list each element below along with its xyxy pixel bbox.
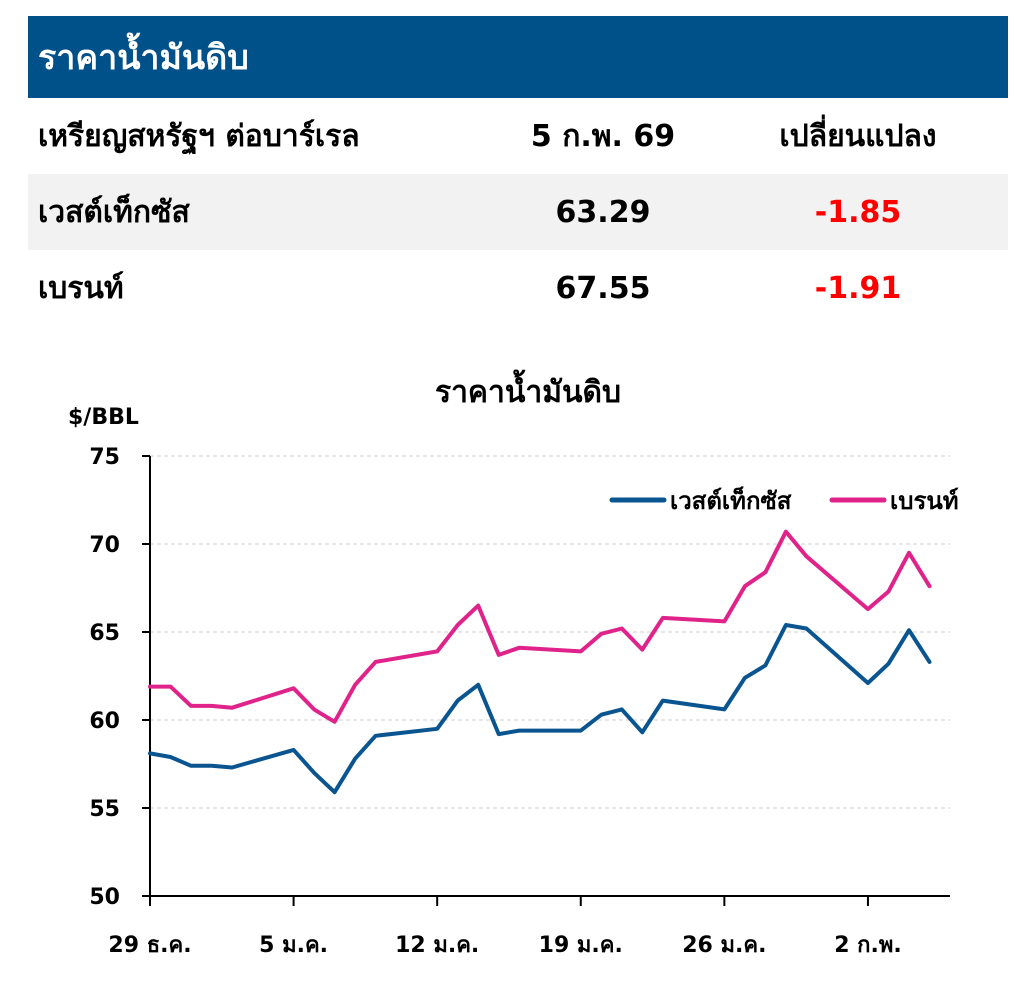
x-tick-label: 2 ก.พ. — [834, 933, 902, 958]
row-price: 63.29 — [555, 194, 651, 230]
table-row: เบรนท์ 67.55 -1.91 — [28, 250, 1008, 326]
y-tick-label: 65 — [89, 621, 120, 646]
table-header-row: เหรียญสหรัฐฯ ต่อบาร์เรล 5 ก.พ. 69 เปลี่ย… — [28, 98, 1008, 174]
header-unit: เหรียญสหรัฐฯ ต่อบาร์เรล — [38, 118, 360, 154]
axes — [142, 455, 950, 906]
x-tick-label: 5 ม.ค. — [259, 933, 328, 958]
series-line — [148, 623, 932, 795]
legend-label: เวสต์เท็กซัส — [670, 486, 792, 515]
y-tick-label: 70 — [89, 533, 120, 558]
chart-title: ราคาน้ำมันดิบ — [435, 369, 621, 410]
y-tick-label: 60 — [89, 709, 120, 734]
table-title: ราคาน้ำมันดิบ — [28, 16, 1008, 98]
y-tick-label: 50 — [89, 885, 120, 910]
x-tick-label: 26 ม.ค. — [682, 933, 766, 958]
gridlines — [150, 455, 950, 809]
header-change: เปลี่ยนแปลง — [779, 118, 937, 154]
series-line — [148, 529, 932, 724]
price-table: ราคาน้ำมันดิบ เหรียญสหรัฐฯ ต่อบาร์เรล 5 … — [28, 16, 1008, 326]
header-date: 5 ก.พ. 69 — [530, 118, 676, 154]
x-tick-label: 19 ม.ค. — [539, 933, 623, 958]
series-lines — [148, 529, 932, 795]
x-tick-labels: 29 ธ.ค. 5 ม.ค. 12 ม.ค. 19 ม.ค. 26 ม.ค. 2 ก.พ. — [108, 933, 901, 958]
row-price: 67.55 — [555, 270, 651, 306]
table-row: เวสต์เท็กซัส 63.29 -1.85 — [28, 174, 1008, 250]
y-tick-labels: 50 55 60 65 70 75 — [89, 445, 120, 910]
y-tick-label: 55 — [89, 797, 120, 822]
x-tick-label: 12 ม.ค. — [395, 933, 479, 958]
legend: เวสต์เท็กซัส เบรนท์ — [609, 486, 959, 515]
y-axis-label: $/BBL — [68, 405, 139, 430]
row-name: เบรนท์ — [38, 270, 124, 306]
row-change: -1.91 — [814, 270, 902, 306]
row-change: -1.85 — [814, 194, 902, 230]
x-tick-label: 29 ธ.ค. — [108, 933, 191, 958]
row-name: เวสต์เท็กซัส — [38, 194, 190, 230]
oil-price-chart: ราคาน้ำมันดิบ $/BBL 50 55 60 65 70 75 29 ธ.ค.… — [68, 369, 959, 958]
y-tick-label: 75 — [89, 445, 120, 470]
legend-label: เบรนท์ — [890, 487, 959, 515]
